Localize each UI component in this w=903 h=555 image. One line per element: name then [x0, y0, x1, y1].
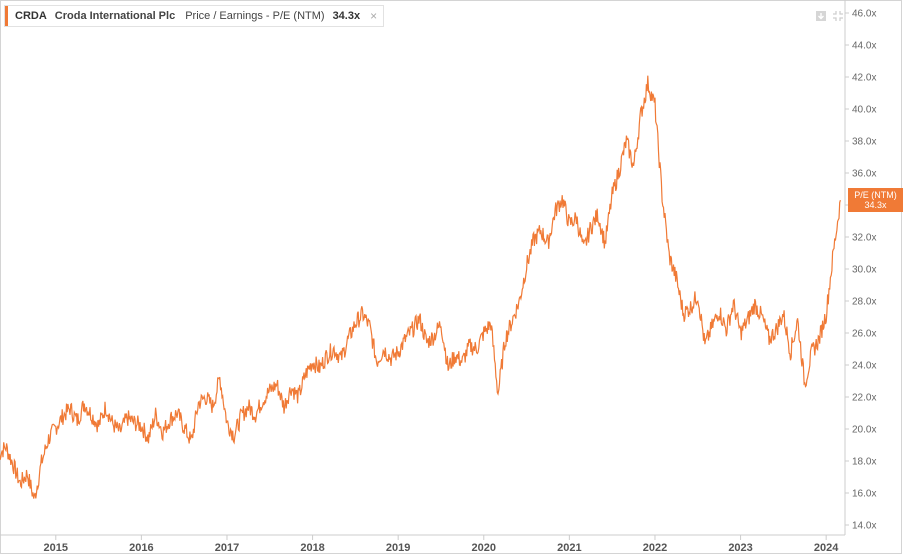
series-line-pe-ntm: [0, 75, 841, 499]
x-tick-label: 2020: [472, 542, 496, 554]
x-tick-label: 2018: [300, 542, 324, 554]
legend: CRDA Croda International Plc Price / Ear…: [4, 5, 385, 27]
y-tick-label: 18.0x: [852, 457, 876, 468]
legend-value: 34.3x: [332, 10, 361, 22]
y-tick-label: 46.0x: [852, 9, 876, 20]
x-tick-label: 2024: [814, 542, 839, 554]
y-tick-label: 32.0x: [852, 233, 876, 244]
y-tick-label: 20.0x: [852, 425, 876, 436]
y-tick-label: 40.0x: [852, 105, 876, 116]
collapse-icon[interactable]: [832, 10, 844, 22]
y-tick-label: 22.0x: [852, 393, 876, 404]
y-tick-label: 26.0x: [852, 329, 876, 340]
y-tick-label: 16.0x: [852, 489, 876, 500]
x-axis: 2015 2016 2017 2018 2019 2020 2021 2022 2023 2024: [0, 534, 845, 554]
series-swatch: [5, 6, 8, 26]
y-tick-label: 24.0x: [852, 361, 876, 372]
download-icon[interactable]: [815, 10, 827, 22]
y-tick-label: 38.0x: [852, 137, 876, 148]
y-axis: 14.0x 16.0x 18.0x 20.0x 22.0x 24.0x 26.0x 28.0x…: [844, 0, 876, 535]
last-value-label: P/E (NTM): [854, 190, 897, 200]
x-tick-label: 2015: [44, 542, 68, 554]
legend-ticker[interactable]: CRDA: [15, 10, 47, 22]
last-value-tag: P/E (NTM) 34.3x: [848, 188, 903, 212]
y-tick-label: 42.0x: [852, 73, 876, 84]
x-tick-label: 2017: [215, 542, 239, 554]
x-tick-label: 2019: [386, 542, 410, 554]
y-tick-label: 30.0x: [852, 265, 876, 276]
y-tick-label: 28.0x: [852, 297, 876, 308]
y-tick-label: 44.0x: [852, 41, 876, 52]
x-tick-label: 2023: [728, 542, 752, 554]
series-layer: [0, 75, 841, 499]
y-tick-label: 14.0x: [852, 521, 876, 532]
y-tick-label: 36.0x: [852, 169, 876, 180]
close-icon[interactable]: ×: [370, 9, 378, 23]
last-value-number: 34.3x: [864, 200, 887, 210]
x-tick-label: 2022: [643, 542, 667, 554]
x-tick-label: 2021: [557, 542, 581, 554]
x-tick-label: 2016: [129, 542, 153, 554]
legend-company: Croda International Plc: [54, 10, 176, 22]
legend-metric: Price / Earnings - P/E (NTM): [185, 10, 325, 22]
